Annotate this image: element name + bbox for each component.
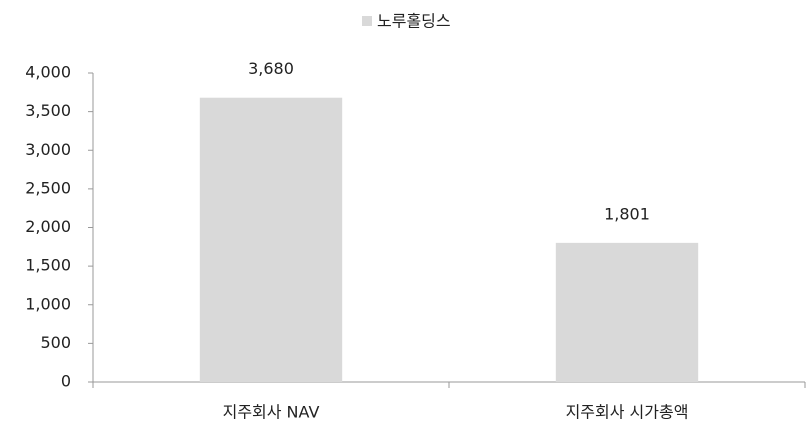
y-tick-label: 500 [40, 333, 71, 352]
y-tick-label: 1,500 [25, 256, 71, 275]
legend-label: 노루홀딩스 [377, 12, 451, 31]
y-tick-label: 2,500 [25, 178, 71, 197]
y-tick-label: 2,000 [25, 217, 71, 236]
y-tick-label: 3,500 [25, 101, 71, 120]
legend-swatch [362, 16, 372, 26]
bar [199, 97, 343, 382]
data-label: 3,680 [248, 59, 294, 78]
y-tick-label: 3,000 [25, 140, 71, 159]
y-tick-label: 4,000 [25, 63, 71, 82]
x-tick-label: 지주회사 시가총액 [566, 403, 689, 422]
x-tick-label: 지주회사 NAV [223, 403, 320, 422]
bar [555, 242, 699, 382]
data-label: 1,801 [604, 204, 650, 223]
y-tick-label: 0 [61, 372, 71, 391]
y-tick-label: 1,000 [25, 294, 71, 313]
